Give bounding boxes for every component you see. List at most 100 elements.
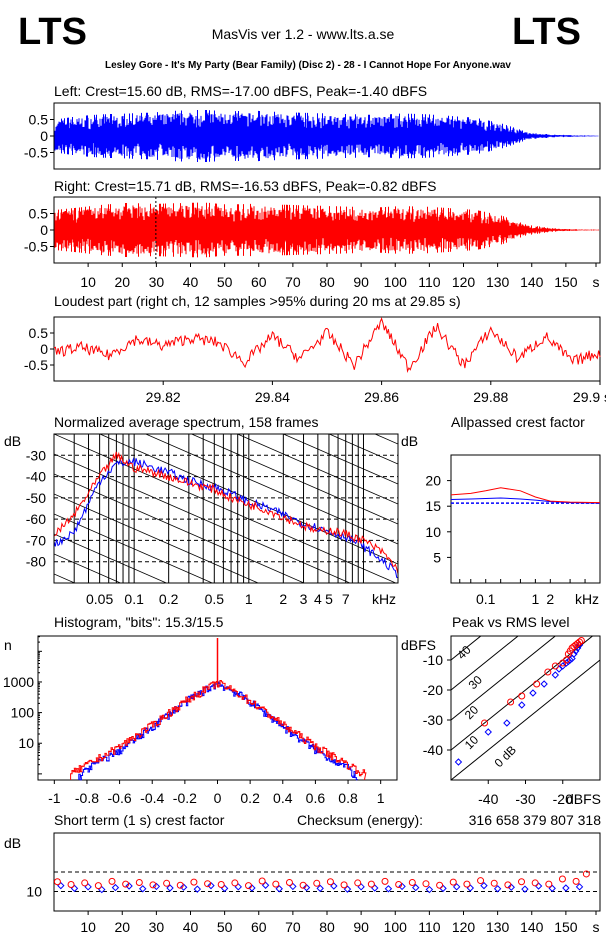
spectrum-slope <box>328 434 398 465</box>
allpassed-ytick-label: 20 <box>425 473 441 489</box>
loudest-xtick-label: 29.88 <box>473 389 508 405</box>
left-waveform-ytick-label: 0.5 <box>29 112 49 128</box>
short-term-point-right <box>582 870 590 878</box>
left-waveform-ytick-label: 0 <box>40 128 48 144</box>
short-term-point-right <box>490 879 498 887</box>
short-term-point-right <box>518 878 526 886</box>
loudest-ytick-label: 0.5 <box>29 325 49 341</box>
spectrum-slope <box>144 434 398 545</box>
short-term-point-left <box>152 882 161 891</box>
histogram-xtick-label: 0.8 <box>338 790 358 806</box>
short-term-point-right <box>204 880 212 888</box>
spectrum-slope <box>54 654 398 804</box>
short-term-point-left <box>343 885 352 893</box>
short-term-point-left <box>398 882 406 891</box>
peak-rms-point-right <box>481 719 489 727</box>
spectrum-xtick-label: 0.5 <box>205 591 225 607</box>
spectrum-slope <box>54 513 214 583</box>
spectrum-ytick-label: -70 <box>26 532 46 548</box>
allpassed-ytick-label: 10 <box>425 524 441 540</box>
short-term-xtick-label: 110 <box>418 919 441 935</box>
short-term-xtick-label: 130 <box>486 919 510 935</box>
allpassed-frame <box>450 454 601 584</box>
histogram-xtick-label: -0.8 <box>75 790 99 806</box>
peak-rms-diagonal-label: 40 <box>454 643 474 663</box>
short-term-point-right <box>217 880 225 888</box>
short-term-point-left <box>562 884 570 892</box>
short-term-point-left <box>452 883 461 891</box>
short-term-point-right <box>504 881 512 889</box>
time-tick-label: 30 <box>149 274 165 290</box>
short-term-point-left <box>193 885 202 893</box>
loudest-xtick-label: 29.84 <box>255 389 290 405</box>
peak-rms-diagonal-label: 10 <box>462 733 482 753</box>
short-term-point-right <box>381 877 389 885</box>
short-term-xtick-label: s <box>593 919 600 935</box>
short-term-xtick-label: 100 <box>384 919 408 935</box>
spectrum-slope <box>190 434 398 525</box>
short-term-point-right <box>326 878 334 886</box>
short-term-point-left <box>534 882 543 890</box>
allpassed-ytick-label: 5 <box>433 549 441 565</box>
short-term-point-left <box>179 883 188 891</box>
left-waveform-ytick-label: -0.5 <box>24 145 48 161</box>
loudest-signal <box>53 317 601 374</box>
spectrum-slope <box>54 553 122 583</box>
short-term-point-right <box>245 882 253 890</box>
short-term-point-right <box>422 880 430 888</box>
right-waveform-signal <box>54 202 599 258</box>
histogram-series-left <box>78 681 358 781</box>
time-tick-label: 50 <box>217 274 233 290</box>
spectrum-slope <box>54 473 305 583</box>
peak-rms-point-right <box>577 637 585 644</box>
logo-right: LTS <box>512 11 581 53</box>
short-term-ylabel: dB <box>4 835 21 851</box>
histogram-ytick-label: 100 <box>11 705 35 721</box>
loudest-xtick-label: 29.82 <box>146 389 181 405</box>
checksum-value: 316 658 379 807 318 <box>469 812 602 828</box>
short-term-point-left <box>575 883 584 891</box>
short-term-point-right <box>477 877 485 885</box>
spectrum-ytick-label: -60 <box>26 511 46 527</box>
peak-rms-point-left <box>503 719 511 727</box>
time-tick-label: 140 <box>520 274 544 290</box>
short-term-point-right <box>81 879 89 887</box>
peak-rms-diagonal <box>451 659 600 780</box>
time-tick-label: 60 <box>251 274 267 290</box>
histogram-xtick-label: -1 <box>48 790 61 806</box>
histogram-xtick-label: -0.2 <box>173 790 197 806</box>
peak-rms-diagonal-label: 0 dB <box>492 743 519 770</box>
short-term-point-right <box>53 878 61 886</box>
histogram-xtick-label: 1 <box>377 790 385 806</box>
short-term-point-right <box>122 880 130 888</box>
logo-left: LTS <box>18 11 87 53</box>
histogram-xtick-label: 0.4 <box>273 790 293 806</box>
peak-rms-point-left <box>529 689 537 697</box>
spectrum-frame <box>53 433 399 584</box>
peak-rms-ytick-label: -30 <box>423 712 443 728</box>
peak-rms-ytick-label: -10 <box>423 652 443 668</box>
short-term-point-left <box>493 885 502 893</box>
short-term-point-right <box>94 882 102 890</box>
short-term-point-right <box>272 880 280 888</box>
short-term-point-left <box>207 881 215 890</box>
short-term-point-left <box>521 885 529 893</box>
short-term-xtick-label: 30 <box>149 919 165 935</box>
peak-rms-point-left <box>573 644 582 652</box>
spectrum-title: Normalized average spectrum, 158 frames <box>54 414 319 430</box>
time-tick-label: 10 <box>80 274 96 290</box>
allpassed-ytick-label: 15 <box>425 498 441 514</box>
left-waveform-signal <box>54 110 599 162</box>
histogram-ytick-label: 10 <box>18 735 34 751</box>
left-waveform-title: Left: Crest=15.60 dB, RMS=-17.00 dBFS, P… <box>54 83 427 99</box>
peak-rms-point-left <box>570 650 578 658</box>
short-term-point-right <box>436 881 444 889</box>
peak-rms-point-right <box>551 662 559 670</box>
peak-rms-point-right <box>544 668 552 676</box>
peak-rms-xlabel: dBFS <box>566 791 601 807</box>
spectrum-ylabel: dB <box>4 433 21 449</box>
histogram-ytick-label: 1000 <box>3 674 34 690</box>
short-term-xtick-label: 140 <box>520 919 544 935</box>
time-tick-label: 110 <box>418 274 441 290</box>
